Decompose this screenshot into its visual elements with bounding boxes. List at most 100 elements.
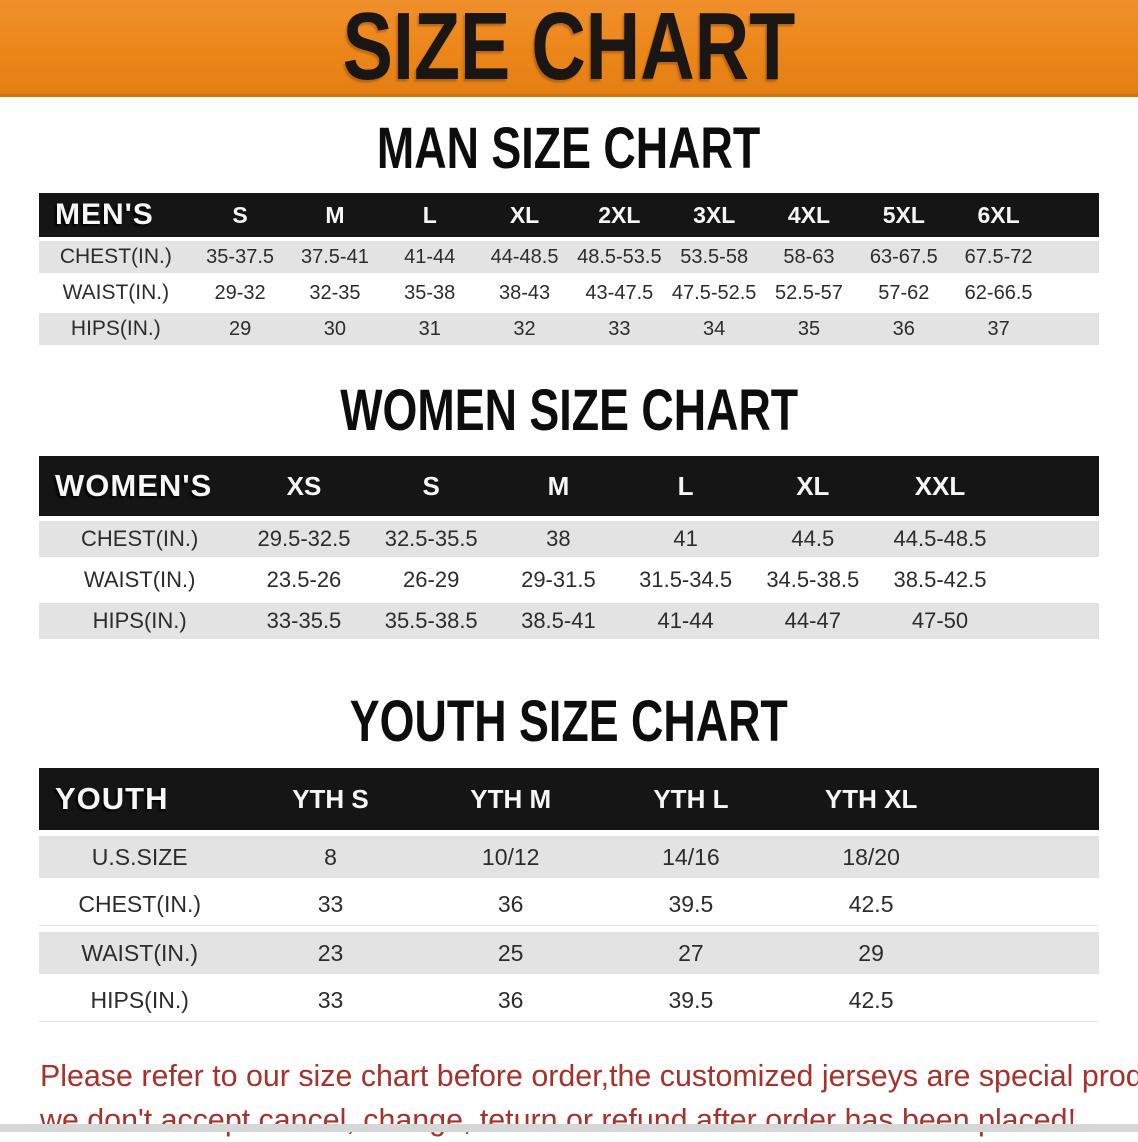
size-value-cell: 23 bbox=[240, 932, 421, 974]
size-value-cell: 38.5-41 bbox=[494, 603, 622, 639]
size-value-cell: 37 bbox=[951, 313, 1046, 345]
size-value-cell: 10/12 bbox=[420, 836, 601, 878]
size-value-cell: 33-35.5 bbox=[240, 603, 368, 639]
size-value-cell: 14/16 bbox=[600, 836, 781, 878]
size-chart-banner: SIZE CHART bbox=[0, 0, 1138, 97]
row-spacer-cell bbox=[961, 980, 1099, 1022]
size-value-cell: 39.5 bbox=[600, 980, 781, 1022]
size-value-cell: 43-47.5 bbox=[571, 277, 667, 309]
size-value-cell: 41 bbox=[622, 521, 750, 557]
size-column-header: 2XL bbox=[571, 193, 667, 237]
size-column-header: XS bbox=[240, 456, 368, 516]
size-value-cell: 34.5-38.5 bbox=[749, 562, 877, 598]
size-column-header: M bbox=[287, 193, 383, 237]
measurement-row-label: WAIST(IN.) bbox=[39, 562, 241, 598]
size-value-cell: 31.5-34.5 bbox=[622, 562, 750, 598]
measurement-row-label: U.S.SIZE bbox=[39, 836, 241, 878]
size-value-cell: 44-47 bbox=[749, 603, 877, 639]
header-spacer-cell bbox=[1003, 456, 1099, 516]
bottom-border-strip bbox=[0, 1124, 1138, 1132]
size-value-cell: 36 bbox=[420, 980, 601, 1022]
youth-section: YOUTH SIZE CHART YOUTH YTH S YTH M YTH L YTH… bbox=[0, 691, 1138, 1028]
size-value-cell: 27 bbox=[600, 932, 781, 974]
size-value-cell: 57-62 bbox=[856, 277, 952, 309]
size-value-cell: 33 bbox=[571, 313, 667, 345]
measurement-row: HIPS(IN.) 33-35.5 35.5-38.5 38.5-41 41-44 44-… bbox=[39, 603, 1099, 639]
measurement-row: CHEST(IN.) 35-37.5 37.5-41 41-44 44-48.5 48.5… bbox=[39, 241, 1099, 273]
table-corner-label: YOUTH bbox=[39, 768, 241, 830]
order-disclaimer-note: Please refer to our size chart before or… bbox=[40, 1054, 1138, 1142]
size-column-header: YTH L bbox=[600, 768, 781, 830]
size-column-header: YTH S bbox=[240, 768, 421, 830]
size-value-cell: 35-38 bbox=[382, 277, 478, 309]
size-value-cell: 38.5-42.5 bbox=[876, 562, 1004, 598]
size-column-header: L bbox=[382, 193, 478, 237]
table-corner-label: WOMEN'S bbox=[39, 456, 241, 516]
row-spacer-cell bbox=[1046, 313, 1099, 345]
size-value-cell: 25 bbox=[420, 932, 601, 974]
size-value-cell: 44.5 bbox=[749, 521, 877, 557]
measurement-row: U.S.SIZE 8 10/12 14/16 18/20 bbox=[39, 836, 1099, 878]
size-value-cell: 41-44 bbox=[622, 603, 750, 639]
size-value-cell: 39.5 bbox=[600, 884, 781, 926]
row-spacer-cell bbox=[1046, 241, 1099, 273]
table-corner-label: MEN'S bbox=[39, 193, 193, 237]
size-value-cell: 8 bbox=[240, 836, 421, 878]
size-value-cell: 47.5-52.5 bbox=[666, 277, 762, 309]
size-value-cell: 36 bbox=[856, 313, 952, 345]
women-size-chart-heading: WOMEN SIZE CHART bbox=[0, 376, 1138, 443]
size-column-header: YTH XL bbox=[781, 768, 962, 830]
measurement-row: WAIST(IN.) 23 25 27 29 bbox=[39, 932, 1099, 974]
measurement-row-label: WAIST(IN.) bbox=[39, 932, 241, 974]
order-disclaimer-line-1: Please refer to our size chart before or… bbox=[40, 1058, 1138, 1093]
size-value-cell: 34 bbox=[666, 313, 762, 345]
size-value-cell: 35.5-38.5 bbox=[367, 603, 495, 639]
size-value-cell: 18/20 bbox=[781, 836, 962, 878]
row-spacer-cell bbox=[1003, 562, 1099, 598]
youth-size-table: YOUTH YTH S YTH M YTH L YTH XL U.S.SIZE 8 10/12… bbox=[39, 762, 1099, 1028]
size-value-cell: 42.5 bbox=[781, 980, 962, 1022]
table-header-row: MEN'S S M L XL 2XL 3XL 4XL 5XL 6XL bbox=[39, 193, 1099, 237]
size-value-cell: 29-31.5 bbox=[494, 562, 622, 598]
size-value-cell: 67.5-72 bbox=[951, 241, 1046, 273]
size-column-header: M bbox=[494, 456, 622, 516]
size-value-cell: 29 bbox=[781, 932, 962, 974]
size-value-cell: 42.5 bbox=[781, 884, 962, 926]
mens-size-table: MEN'S S M L XL 2XL 3XL 4XL 5XL 6XL CHEST(IN.) 35-37… bbox=[39, 189, 1099, 349]
measurement-row-label: WAIST(IN.) bbox=[39, 277, 193, 309]
size-value-cell: 29 bbox=[192, 313, 288, 345]
size-value-cell: 36 bbox=[420, 884, 601, 926]
size-column-header: 6XL bbox=[951, 193, 1046, 237]
size-value-cell: 48.5-53.5 bbox=[571, 241, 667, 273]
size-value-cell: 47-50 bbox=[876, 603, 1004, 639]
size-value-cell: 33 bbox=[240, 884, 421, 926]
size-value-cell: 58-63 bbox=[761, 241, 857, 273]
size-value-cell: 31 bbox=[382, 313, 478, 345]
measurement-row-label: HIPS(IN.) bbox=[39, 603, 241, 639]
measurement-row-label: CHEST(IN.) bbox=[39, 521, 241, 557]
size-column-header: L bbox=[622, 456, 750, 516]
row-spacer-cell bbox=[1046, 277, 1099, 309]
size-value-cell: 32 bbox=[477, 313, 572, 345]
size-value-cell: 37.5-41 bbox=[287, 241, 383, 273]
size-column-header: 5XL bbox=[856, 193, 952, 237]
measurement-row-label: HIPS(IN.) bbox=[39, 313, 193, 345]
women-size-chart-heading-text: WOMEN SIZE CHART bbox=[340, 376, 798, 443]
size-value-cell: 44.5-48.5 bbox=[876, 521, 1004, 557]
size-column-header: S bbox=[192, 193, 288, 237]
women-section: WOMEN SIZE CHART WOMEN'S XS S M L XL XXL CHEST(… bbox=[0, 376, 1138, 644]
size-value-cell: 30 bbox=[287, 313, 383, 345]
size-value-cell: 62-66.5 bbox=[951, 277, 1046, 309]
size-value-cell: 38-43 bbox=[477, 277, 572, 309]
banner-title: SIZE CHART bbox=[342, 0, 796, 100]
size-column-header: 3XL bbox=[666, 193, 762, 237]
men-section: MAN SIZE CHART MEN'S S M L XL 2XL 3XL 4XL 5XL 6XL… bbox=[0, 118, 1138, 349]
measurement-row: HIPS(IN.) 29 30 31 32 33 34 35 36 37 bbox=[39, 313, 1099, 345]
size-value-cell: 44-48.5 bbox=[477, 241, 572, 273]
size-column-header: XXL bbox=[876, 456, 1004, 516]
size-value-cell: 33 bbox=[240, 980, 421, 1022]
row-spacer-cell bbox=[1003, 603, 1099, 639]
size-value-cell: 35 bbox=[761, 313, 857, 345]
size-value-cell: 29-32 bbox=[192, 277, 288, 309]
measurement-row: CHEST(IN.) 33 36 39.5 42.5 bbox=[39, 884, 1099, 926]
